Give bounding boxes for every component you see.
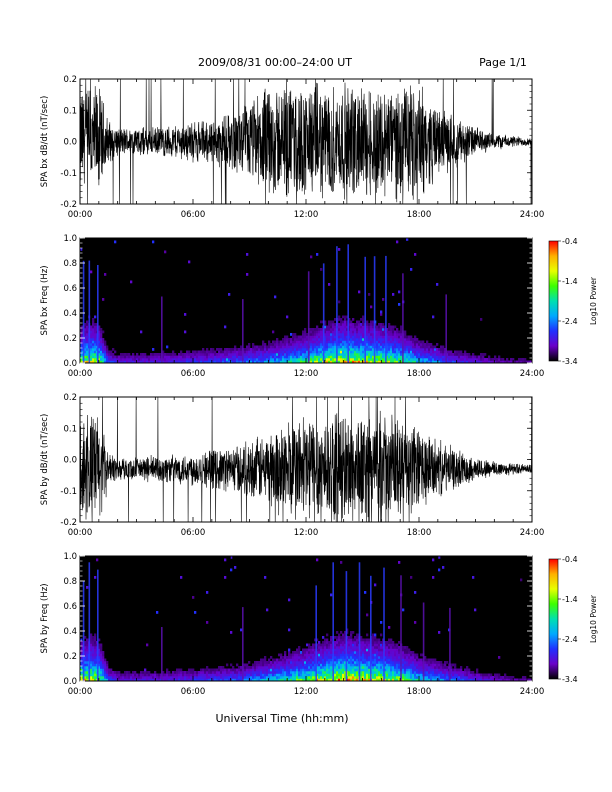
panel-2: 00:00 06:00 12:00 18:00 24:00 0.0 0.2 0.4 0.6 0.8… xyxy=(40,234,598,379)
panel-3: 00:00 06:00 12:00 18:00 24:00 -0.2 -0.1 0.0 0.1 0… xyxy=(40,393,544,538)
panels: 00:00 06:00 12:00 18:00 24:00 -0.2 -0.1 0.0 0.1 0… xyxy=(40,75,598,697)
x-tick-label: 06:00 xyxy=(181,687,206,697)
x-tick-label: 06:00 xyxy=(181,528,206,538)
x-tick-label: 18:00 xyxy=(407,528,432,538)
spectral-streak xyxy=(322,263,325,363)
y-tick-label: 0.0 xyxy=(63,359,77,369)
x-tick-label: 00:00 xyxy=(68,528,93,538)
x-tick-label: 24:00 xyxy=(520,210,545,220)
colorbar-tick-label: -3.4 xyxy=(562,357,578,366)
panel-4: 00:00 06:00 12:00 18:00 24:00 0.0 0.2 0.4 0.6 0.8… xyxy=(40,552,598,697)
x-tick-label: 12:00 xyxy=(294,687,319,697)
spectral-streak xyxy=(336,246,338,363)
x-tick-label: 06:00 xyxy=(181,210,206,220)
spectral-streak xyxy=(242,607,244,681)
colorbar-tick-label: -2.4 xyxy=(562,635,578,644)
spectrogram-streaks xyxy=(82,244,447,364)
y-tick-label: 1.0 xyxy=(63,234,77,244)
y-tick-label: 0.0 xyxy=(63,138,77,148)
colorbar-label: Log10 Power xyxy=(589,594,598,643)
colorbar-tick-label: -1.4 xyxy=(562,277,578,286)
x-tick-label: 18:00 xyxy=(407,687,432,697)
y-tick-label: 0.0 xyxy=(63,677,77,687)
panel-1: 00:00 06:00 12:00 18:00 24:00 -0.2 -0.1 0.0 0.1 0… xyxy=(40,75,544,220)
spectral-streak xyxy=(82,260,85,363)
colorbar xyxy=(548,240,559,362)
x-tick-label: 18:00 xyxy=(407,210,432,220)
x-tick-label: 24:00 xyxy=(520,369,545,379)
spectral-streak xyxy=(402,273,404,363)
spectral-streak xyxy=(445,294,447,363)
y-axis-label: SPA bx Freq (Hz) xyxy=(40,265,50,335)
colorbar-tick-label: -0.4 xyxy=(562,555,578,564)
spectral-streak xyxy=(161,627,163,681)
x-tick-label: 12:00 xyxy=(294,210,319,220)
spectral-streak xyxy=(400,575,402,681)
x-tick-label: 00:00 xyxy=(68,369,93,379)
spectral-streak xyxy=(383,567,385,681)
y-tick-label: 0.6 xyxy=(63,602,77,612)
y-tick-label: 0.2 xyxy=(63,334,77,344)
page-number: Page 1/1 xyxy=(479,56,527,69)
x-tick-label: 00:00 xyxy=(68,687,93,697)
y-tick-label: -0.1 xyxy=(60,169,77,179)
spectral-streak xyxy=(242,299,244,363)
x-tick-label: 18:00 xyxy=(407,369,432,379)
spectral-streak xyxy=(332,562,334,682)
x-tick-label: 24:00 xyxy=(520,528,545,538)
y-tick-label: 0.1 xyxy=(63,106,77,116)
spectral-streak xyxy=(385,255,387,363)
colorbar-tick-label: -0.4 xyxy=(562,237,578,246)
spectral-streak xyxy=(449,607,451,681)
spectral-streak xyxy=(88,260,91,363)
x-tick-label: 12:00 xyxy=(294,528,319,538)
spectral-streak xyxy=(358,562,361,682)
signal-trace xyxy=(80,79,532,204)
y-tick-label: 0.6 xyxy=(63,284,77,294)
y-axis-label: SPA by dB/dt (nT/sec) xyxy=(40,414,50,506)
spectral-streak xyxy=(315,585,317,681)
y-tick-label: -0.1 xyxy=(60,487,77,497)
spectral-streak xyxy=(373,256,376,363)
x-tick-label: 00:00 xyxy=(68,210,93,220)
x-tick-label: 24:00 xyxy=(520,687,545,697)
y-axis-label: SPA by Freq (Hz) xyxy=(40,583,50,653)
spectral-streak xyxy=(88,562,91,682)
spectral-streak xyxy=(370,575,372,681)
spectral-streak xyxy=(364,256,366,363)
colorbar-tick-label: -3.4 xyxy=(562,675,578,684)
x-axis-label: Universal Time (hh:mm) xyxy=(216,712,349,725)
y-tick-label: 1.0 xyxy=(63,552,77,562)
y-axis-label: SPA bx dB/dt (nT/sec) xyxy=(40,96,50,188)
y-tick-label: 0.2 xyxy=(63,75,77,85)
colorbar-tick-label: -1.4 xyxy=(562,595,578,604)
colorbar-label: Log10 Power xyxy=(589,276,598,325)
spectral-streak xyxy=(422,602,425,681)
spectral-streak xyxy=(307,271,310,363)
y-tick-label: 0.4 xyxy=(63,309,77,319)
y-tick-label: 0.0 xyxy=(63,456,77,466)
y-tick-label: -0.2 xyxy=(60,200,77,210)
y-tick-label: 0.8 xyxy=(63,577,77,587)
spectral-streak xyxy=(97,265,99,363)
colorbar xyxy=(548,558,559,680)
spectral-streak xyxy=(161,296,163,363)
page-title: 2009/08/31 00:00–24:00 UT xyxy=(198,56,352,69)
signal-trace xyxy=(80,397,532,522)
y-tick-label: 0.2 xyxy=(63,393,77,403)
colorbar-tick-label: -2.4 xyxy=(562,317,578,326)
y-tick-label: 0.8 xyxy=(63,259,77,269)
x-tick-label: 12:00 xyxy=(294,369,319,379)
y-tick-label: -0.2 xyxy=(60,518,77,528)
y-tick-label: 0.1 xyxy=(63,424,77,434)
y-tick-label: 0.2 xyxy=(63,652,77,662)
x-tick-label: 06:00 xyxy=(181,369,206,379)
spectrogram-cells xyxy=(80,238,533,364)
spectral-streak xyxy=(97,569,99,681)
spectral-streak xyxy=(345,571,348,681)
spectral-streak xyxy=(347,244,349,364)
y-tick-label: 0.4 xyxy=(63,627,77,637)
